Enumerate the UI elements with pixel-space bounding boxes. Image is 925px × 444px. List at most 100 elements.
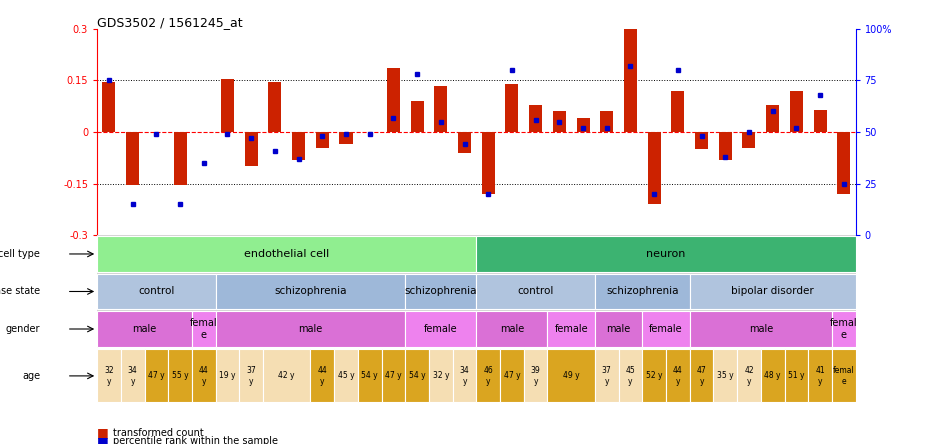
Text: disease state: disease state: [0, 286, 41, 297]
Text: 48 y: 48 y: [764, 371, 781, 381]
Text: transformed count: transformed count: [113, 428, 204, 438]
Bar: [144, 349, 168, 402]
Bar: [476, 236, 856, 272]
Bar: [382, 349, 405, 402]
Bar: [690, 349, 713, 402]
Bar: [737, 349, 760, 402]
Bar: [600, 111, 613, 132]
Bar: [524, 349, 548, 402]
Text: 47 y: 47 y: [503, 371, 520, 381]
Bar: [245, 132, 258, 166]
Bar: [790, 91, 803, 132]
Bar: [97, 349, 121, 402]
Text: 44
y: 44 y: [199, 366, 209, 385]
Bar: [268, 82, 281, 132]
Bar: [595, 274, 690, 309]
Bar: [766, 104, 779, 132]
Text: femal
e: femal e: [190, 318, 217, 340]
Bar: [315, 132, 328, 147]
Bar: [784, 349, 808, 402]
Text: femal
e: femal e: [832, 366, 855, 385]
Bar: [429, 349, 452, 402]
Bar: [619, 349, 642, 402]
Text: 52 y: 52 y: [646, 371, 662, 381]
Bar: [743, 132, 756, 147]
Text: male: male: [299, 324, 323, 334]
Bar: [476, 274, 595, 309]
Text: 32
y: 32 y: [105, 366, 114, 385]
Bar: [97, 236, 476, 272]
Text: bipolar disorder: bipolar disorder: [732, 286, 814, 297]
Text: female: female: [424, 324, 458, 334]
Text: 42 y: 42 y: [278, 371, 295, 381]
Bar: [505, 84, 518, 132]
Bar: [292, 132, 305, 159]
Bar: [121, 349, 144, 402]
Bar: [221, 79, 234, 132]
Text: 32 y: 32 y: [433, 371, 449, 381]
Text: 51 y: 51 y: [788, 371, 805, 381]
Bar: [358, 349, 382, 402]
Bar: [672, 91, 684, 132]
Bar: [411, 101, 424, 132]
Bar: [174, 132, 187, 185]
Bar: [168, 349, 192, 402]
Bar: [837, 132, 850, 194]
Bar: [192, 349, 216, 402]
Bar: [832, 311, 856, 347]
Text: 55 y: 55 y: [172, 371, 189, 381]
Text: male: male: [500, 324, 524, 334]
Bar: [216, 274, 405, 309]
Bar: [334, 349, 358, 402]
Bar: [500, 349, 524, 402]
Text: 44
y: 44 y: [317, 366, 327, 385]
Text: 42
y: 42 y: [744, 366, 754, 385]
Text: 44
y: 44 y: [673, 366, 683, 385]
Text: schizophrenia: schizophrenia: [404, 286, 477, 297]
Bar: [240, 349, 263, 402]
Bar: [482, 132, 495, 194]
Text: schizophrenia: schizophrenia: [606, 286, 679, 297]
Text: age: age: [22, 371, 41, 381]
Bar: [719, 132, 732, 159]
Bar: [435, 86, 448, 132]
Text: control: control: [138, 286, 175, 297]
Bar: [452, 349, 476, 402]
Bar: [576, 118, 589, 132]
Bar: [690, 311, 832, 347]
Text: 37
y: 37 y: [246, 366, 256, 385]
Bar: [695, 132, 708, 149]
Text: neuron: neuron: [647, 249, 685, 259]
Bar: [339, 132, 352, 144]
Bar: [387, 68, 400, 132]
Bar: [690, 274, 856, 309]
Bar: [832, 349, 856, 402]
Bar: [529, 104, 542, 132]
Bar: [548, 349, 595, 402]
Bar: [263, 349, 311, 402]
Bar: [642, 311, 690, 347]
Text: 47
y: 47 y: [697, 366, 707, 385]
Text: 19 y: 19 y: [219, 371, 236, 381]
Bar: [595, 349, 619, 402]
Text: female: female: [554, 324, 588, 334]
Text: male: male: [607, 324, 631, 334]
Bar: [405, 349, 429, 402]
Text: 34
y: 34 y: [128, 366, 138, 385]
Text: 45 y: 45 y: [338, 371, 354, 381]
Bar: [192, 311, 216, 347]
Bar: [103, 82, 116, 132]
Text: femal
e: femal e: [830, 318, 857, 340]
Text: percentile rank within the sample: percentile rank within the sample: [113, 436, 278, 444]
Text: 54 y: 54 y: [362, 371, 378, 381]
Text: 37
y: 37 y: [602, 366, 611, 385]
Bar: [126, 132, 139, 185]
Text: ■: ■: [97, 435, 109, 444]
Bar: [405, 274, 476, 309]
Text: schizophrenia: schizophrenia: [274, 286, 347, 297]
Text: 46
y: 46 y: [484, 366, 493, 385]
Text: female: female: [649, 324, 683, 334]
Text: GDS3502 / 1561245_at: GDS3502 / 1561245_at: [97, 16, 242, 29]
Bar: [476, 349, 500, 402]
Bar: [216, 349, 240, 402]
